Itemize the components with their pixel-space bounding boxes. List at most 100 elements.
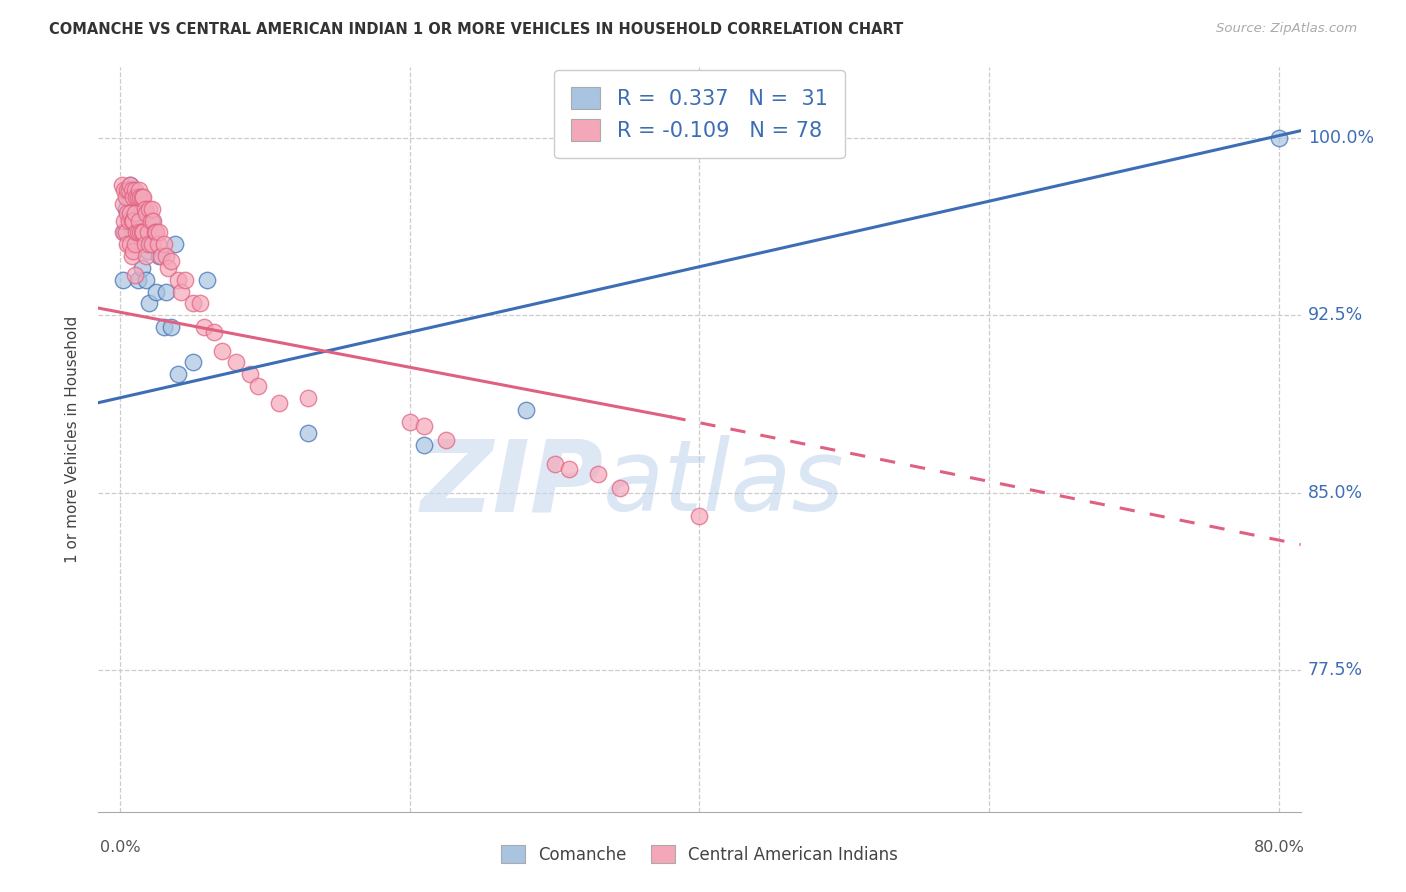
Point [152, 237, 174, 252]
Point [135, 249, 157, 263]
Point [117, 237, 139, 252]
Text: 100.0%: 100.0% [1308, 128, 1374, 147]
Point [165, 237, 187, 252]
Point [138, 202, 160, 216]
Point [125, 226, 148, 240]
Point [115, 190, 138, 204]
Point [141, 213, 163, 227]
Point [434, 434, 457, 448]
Point [143, 226, 166, 240]
Point [297, 426, 319, 441]
Point [152, 320, 174, 334]
Point [193, 320, 215, 334]
Point [121, 183, 143, 197]
Point [543, 457, 565, 471]
Point [139, 213, 162, 227]
Point [120, 206, 142, 220]
Point [142, 213, 165, 227]
Point [124, 190, 146, 204]
Point [132, 226, 155, 240]
Point [195, 273, 218, 287]
Point [120, 178, 142, 193]
Point [167, 273, 190, 287]
Legend: Comanche, Central American Indians: Comanche, Central American Indians [495, 838, 904, 871]
Point [115, 202, 138, 216]
Point [141, 237, 163, 252]
Point [160, 253, 183, 268]
Point [148, 249, 170, 263]
Point [128, 213, 150, 227]
Point [145, 285, 167, 299]
Point [114, 183, 136, 197]
Point [155, 249, 177, 263]
Point [181, 296, 204, 310]
Point [156, 260, 179, 275]
Point [129, 226, 152, 240]
Point [118, 183, 141, 197]
Y-axis label: 1 or more Vehicles in Household: 1 or more Vehicles in Household [65, 316, 80, 563]
Point [413, 419, 436, 434]
Point [515, 402, 537, 417]
Point [114, 226, 136, 240]
Point [131, 226, 153, 240]
Point [117, 206, 139, 220]
Point [155, 285, 177, 299]
Point [114, 213, 136, 227]
Point [202, 325, 225, 339]
Point [609, 481, 631, 495]
Point [131, 260, 153, 275]
Point [124, 183, 146, 197]
Point [146, 237, 169, 252]
Point [225, 355, 247, 369]
Point [117, 183, 139, 197]
Point [297, 391, 319, 405]
Point [586, 467, 609, 481]
Point [121, 249, 143, 263]
Point [112, 273, 135, 287]
Point [124, 237, 146, 252]
Point [132, 230, 155, 244]
Text: 77.5%: 77.5% [1308, 661, 1362, 679]
Point [127, 226, 149, 240]
Point [134, 202, 156, 216]
Point [170, 285, 193, 299]
Point [118, 213, 141, 227]
Point [149, 249, 172, 263]
Text: Source: ZipAtlas.com: Source: ZipAtlas.com [1216, 22, 1357, 36]
Point [121, 213, 143, 227]
Text: 80.0%: 80.0% [1253, 840, 1305, 855]
Point [141, 202, 163, 216]
Point [122, 213, 145, 227]
Point [148, 226, 170, 240]
Point [125, 190, 148, 204]
Point [239, 368, 262, 382]
Point [128, 183, 150, 197]
Point [120, 237, 142, 252]
Point [120, 178, 142, 193]
Text: COMANCHE VS CENTRAL AMERICAN INDIAN 1 OR MORE VEHICLES IN HOUSEHOLD CORRELATION : COMANCHE VS CENTRAL AMERICAN INDIAN 1 OR… [49, 22, 904, 37]
Point [112, 226, 135, 240]
Point [145, 226, 167, 240]
Point [246, 379, 269, 393]
Point [135, 273, 157, 287]
Text: atlas: atlas [603, 435, 845, 533]
Point [125, 213, 148, 227]
Point [558, 462, 581, 476]
Point [110, 178, 132, 193]
Point [136, 226, 159, 240]
Point [136, 244, 159, 259]
Point [128, 202, 150, 216]
Point [124, 206, 146, 220]
Point [132, 190, 155, 204]
Point [122, 190, 145, 204]
Point [127, 190, 149, 204]
Point [124, 268, 146, 282]
Point [121, 183, 143, 197]
Point [398, 415, 420, 429]
Text: 0.0%: 0.0% [100, 840, 141, 855]
Point [181, 355, 204, 369]
Point [131, 190, 153, 204]
Point [135, 206, 157, 220]
Point [188, 296, 211, 310]
Point [112, 197, 135, 211]
